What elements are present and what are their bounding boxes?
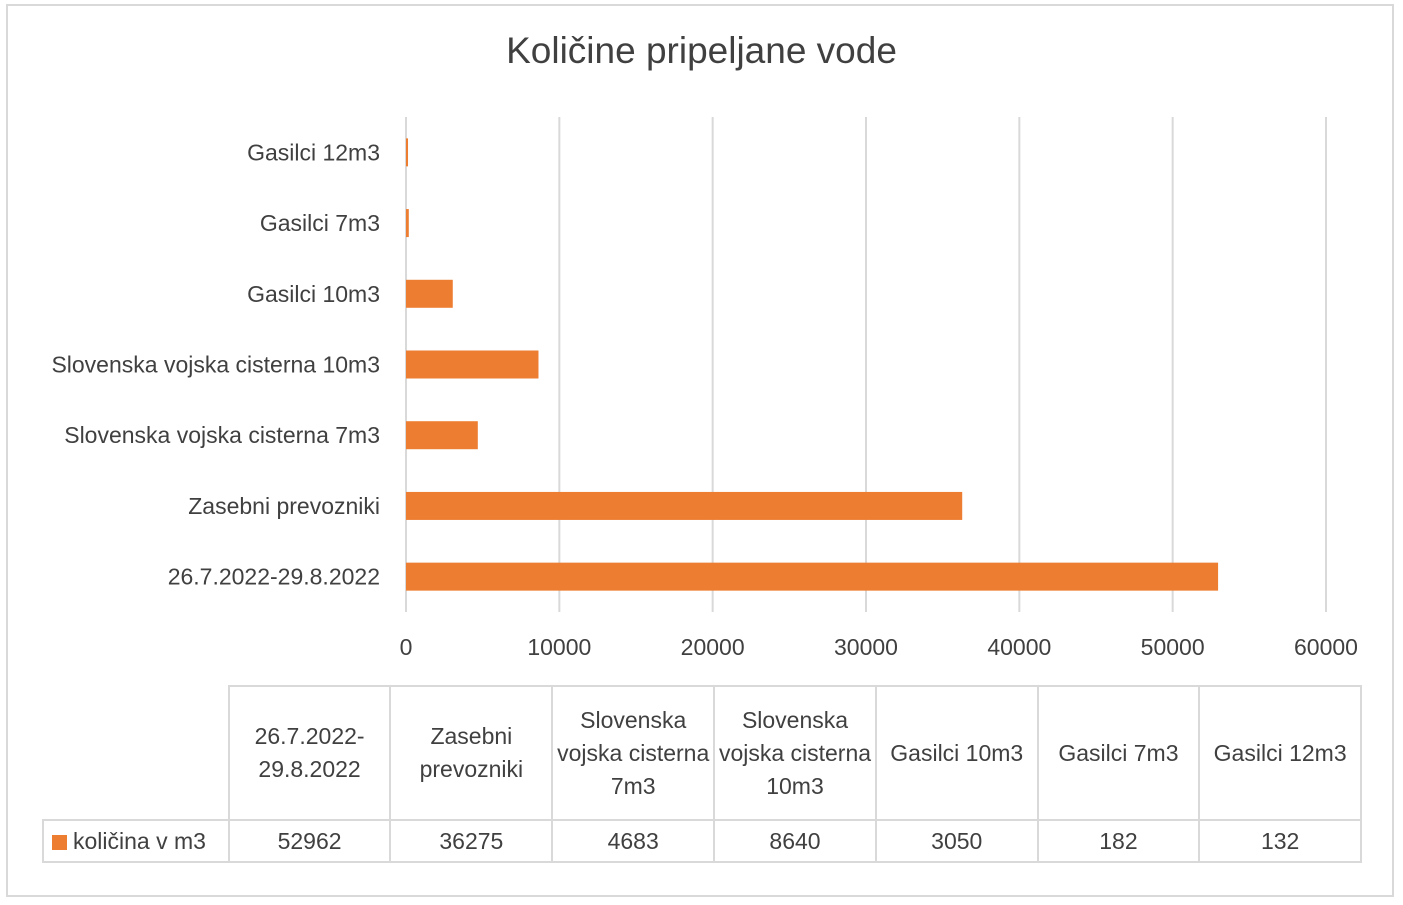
data-table-row: količina v m3 52962 36275 4683 8640 3050 182 1… [42,819,1362,863]
bar [406,209,409,238]
data-table-header-cell: Slovenska vojska cisterna 7m3 [551,685,716,821]
data-table-value-cell: 36275 [389,819,554,863]
bar [406,279,453,308]
x-tick-label: 40000 [987,634,1051,660]
data-table-header-cell: 26.7.2022-29.8.2022 [227,685,392,821]
bar [406,562,1219,591]
data-table-header-row: 26.7.2022-29.8.2022 Zasebni prevozniki Slo… [43,685,1362,821]
category-label: Gasilci 7m3 [260,210,380,236]
chart-title: Količine pripeljane vode [506,30,897,71]
data-table-series-cell: količina v m3 [42,819,230,863]
bar [406,350,539,379]
category-label: Slovenska vojska cisterna 7m3 [64,422,380,448]
x-tick-label: 60000 [1294,634,1358,660]
x-tick-label: 20000 [681,634,745,660]
data-table: 26.7.2022-29.8.2022 Zasebni prevozniki Slo… [42,685,1362,863]
category-label: Zasebni prevozniki [188,493,380,519]
x-tick-label: 10000 [527,634,591,660]
chart-frame [6,4,1394,897]
data-table-header-cell: Gasilci 7m3 [1036,685,1201,821]
plot-area: 0 10000 20000 30000 40000 50000 60000 26.7.2022… [51,117,1358,660]
data-table-header-cell: Gasilci 10m3 [874,685,1039,821]
category-label: 26.7.2022-29.8.2022 [168,564,380,590]
x-tick-label: 50000 [1141,634,1205,660]
bar [406,138,409,167]
data-table-value-cell: 8640 [713,819,877,863]
data-table-header-cell: Slovenska vojska cisterna 10m3 [713,685,877,821]
category-label: Gasilci 12m3 [247,139,380,165]
data-table-corner [43,686,230,821]
x-tick-label: 0 [400,634,413,660]
data-table-header-cell: Zasebni prevozniki [389,685,554,821]
data-table-value-cell: 3050 [874,819,1039,863]
data-table-value-cell: 4683 [551,819,716,863]
data-table-value-cell: 52962 [227,819,392,863]
bar [406,491,963,520]
legend-key [52,834,67,850]
data-table-value-cell: 182 [1036,819,1201,863]
bar [406,421,478,450]
series-name: količina v m3 [73,827,206,854]
data-table-value-cell: 132 [1198,819,1362,863]
data-table-header-cell: Gasilci 12m3 [1198,685,1362,821]
category-label: Slovenska vojska cisterna 10m3 [51,352,380,378]
x-tick-label: 30000 [834,634,898,660]
category-label: Gasilci 10m3 [247,281,380,307]
